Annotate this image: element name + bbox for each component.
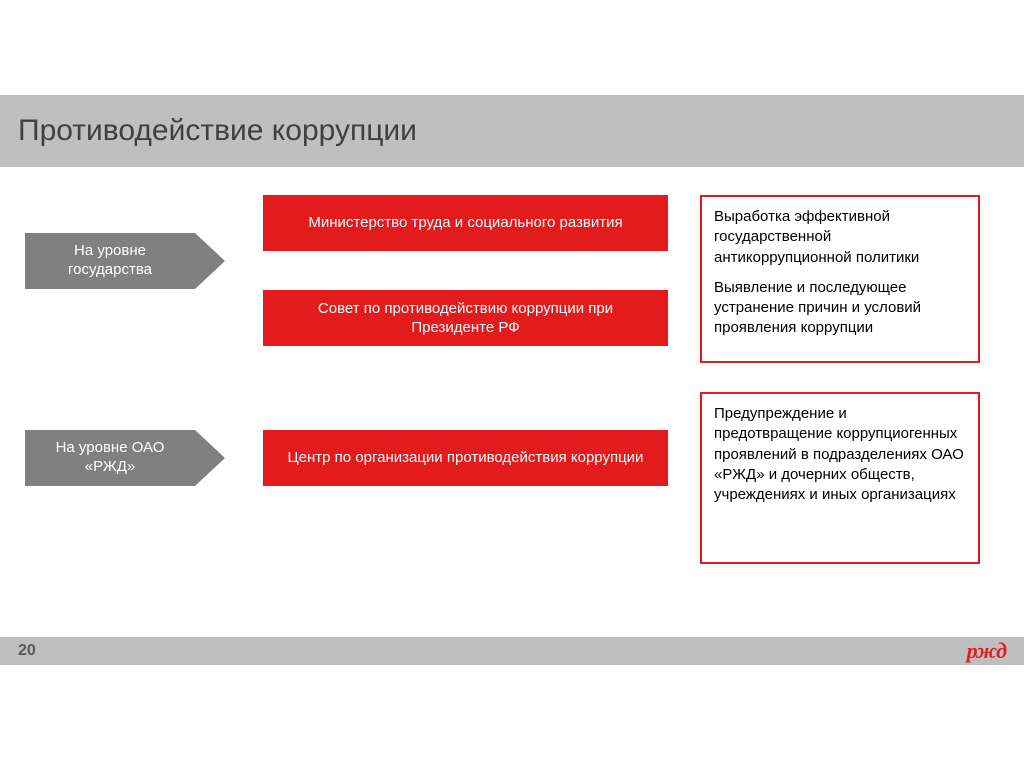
arrow-head-icon [195,233,225,289]
box-ministry-label: Министерство труда и социального развити… [308,213,622,233]
box-council-label: Совет по противодействию коррупции при П… [275,299,656,338]
box-center: Центр по организации противодействия кор… [263,430,668,486]
rzd-goals-p1: Предупреждение и предотвращение коррупци… [714,404,966,505]
box-council: Совет по противодействию коррупции при П… [263,290,668,346]
box-ministry: Министерство труда и социального развити… [263,195,668,251]
state-goals-p2: Выявление и последующее устранение причи… [714,278,966,339]
page-number: 20 [18,642,36,660]
title-bar: Противодействие коррупции [0,95,1024,167]
box-center-label: Центр по организации противодействия кор… [288,448,644,468]
slide-title: Противодействие коррупции [18,114,417,148]
arrow-rzd-label: На уровне ОАО «РЖД» [25,430,195,486]
outline-rzd-goals: Предупреждение и предотвращение коррупци… [700,392,980,564]
state-goals-p1: Выработка эффективной государственной ан… [714,207,966,268]
outline-state-goals: Выработка эффективной государственной ан… [700,195,980,363]
arrow-state-label: На уровне государства [25,233,195,289]
arrow-rzd-level: На уровне ОАО «РЖД» [25,430,225,486]
footer-bar: 20 ржд [0,637,1024,665]
arrow-head-icon [195,430,225,486]
rzd-logo: ржд [967,638,1006,664]
arrow-state-level: На уровне государства [25,233,225,289]
